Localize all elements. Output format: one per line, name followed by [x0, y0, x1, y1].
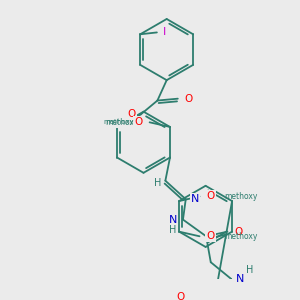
Text: methoxy: methoxy — [224, 192, 258, 201]
Text: methoxy: methoxy — [224, 232, 258, 241]
Text: H: H — [154, 178, 162, 188]
Text: I: I — [163, 27, 166, 38]
Text: methoxy: methoxy — [104, 119, 134, 125]
Text: H: H — [246, 265, 253, 275]
Text: O: O — [206, 231, 215, 241]
Text: O: O — [176, 292, 184, 300]
Text: O: O — [134, 117, 142, 127]
Text: O: O — [185, 94, 193, 104]
Text: O: O — [206, 191, 215, 201]
Text: O: O — [134, 117, 142, 127]
Text: N: N — [191, 194, 199, 204]
Text: N: N — [169, 214, 177, 225]
Text: methoxy: methoxy — [105, 118, 139, 127]
Text: O: O — [127, 110, 136, 119]
Text: N: N — [236, 274, 244, 284]
Text: H: H — [169, 225, 176, 235]
Text: O: O — [234, 226, 243, 237]
